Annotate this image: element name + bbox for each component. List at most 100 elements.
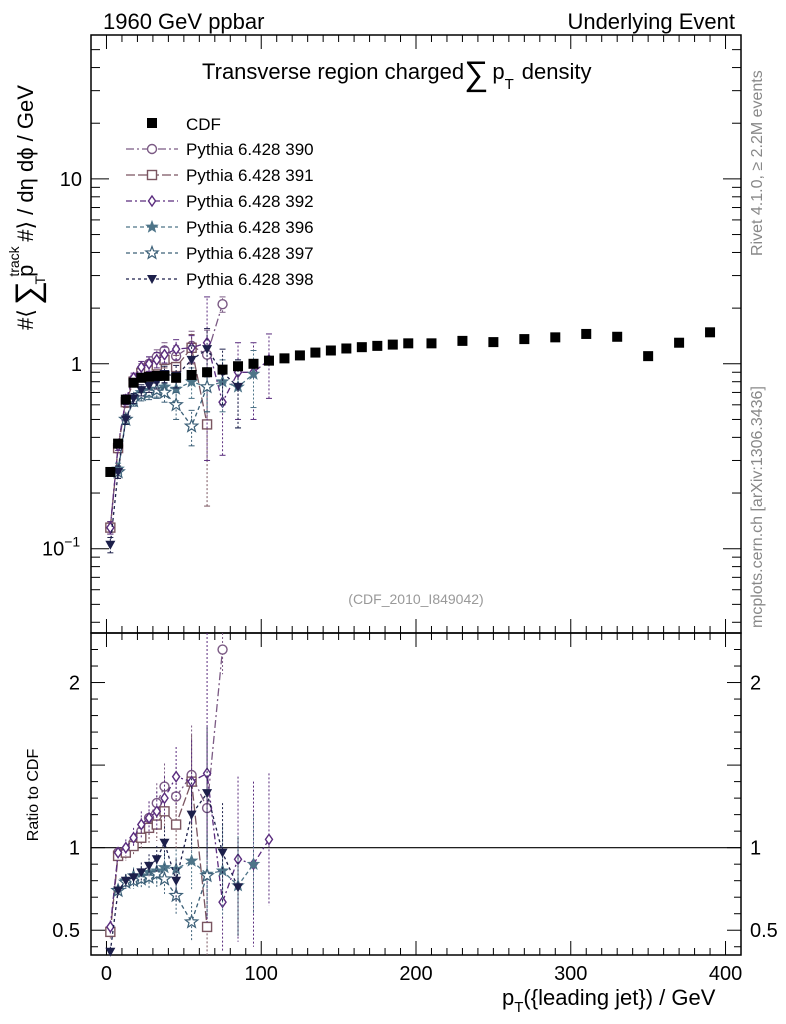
y-tick-label: 10 xyxy=(60,169,82,191)
y-tick-label: 1 xyxy=(71,354,82,376)
ratio-point-397 xyxy=(183,913,200,929)
chart-title-suffix: density xyxy=(522,59,592,84)
data-point-392 xyxy=(136,360,146,374)
ratio-point-392 xyxy=(202,767,212,780)
x-tick-label: 200 xyxy=(399,963,432,985)
ratio-point-398 xyxy=(105,947,116,957)
y-tick-label: 10−1 xyxy=(42,534,80,561)
legend-label-398: Pythia 6.428 398 xyxy=(186,270,314,289)
ratio-point-398 xyxy=(113,886,124,896)
ratio-tick-label-right: 0.5 xyxy=(750,920,778,942)
ratio-y-axis-label: Ratio to CDF xyxy=(25,749,42,842)
data-point-396 xyxy=(169,381,183,395)
x-tick-label: 400 xyxy=(709,963,742,985)
data-point-cdf xyxy=(612,331,623,342)
ratio-point-397 xyxy=(156,870,173,886)
series-line-397 xyxy=(117,386,208,473)
data-point-cdf xyxy=(279,353,290,364)
data-point-397 xyxy=(168,396,184,412)
data-point-cdf xyxy=(217,364,228,375)
ratio-point-392 xyxy=(136,818,146,831)
ratio-point-398 xyxy=(217,848,228,858)
data-point-cdf xyxy=(186,369,197,380)
data-point-397 xyxy=(183,417,200,433)
chart-title-sigma: ∑ xyxy=(464,55,488,93)
y-axis-label-sigma: ∑ xyxy=(9,281,47,305)
data-point-cdf xyxy=(128,377,139,388)
chart-title-prefix: Transverse region charged xyxy=(202,59,464,84)
ratio-tick-label: 0.5 xyxy=(52,920,80,942)
data-point-cdf xyxy=(202,367,213,378)
ratio-layer xyxy=(91,633,741,957)
chart-title: Transverse region charged∑ pTdensity xyxy=(202,55,592,93)
data-point-cdf xyxy=(372,340,383,351)
ratio-line-392 xyxy=(109,772,270,927)
data-point-392 xyxy=(160,348,169,361)
ratio-point-396 xyxy=(184,853,199,867)
data-point-398 xyxy=(128,394,139,404)
y-axis-label-close: #⟩ / dη dϕ / GeV xyxy=(13,85,38,242)
data-point-cdf xyxy=(488,337,499,348)
ratio-point-397 xyxy=(199,867,215,883)
data-point-390 xyxy=(217,299,228,310)
legend-marker-397 xyxy=(144,244,160,260)
data-point-cdf xyxy=(341,343,352,354)
data-point-392 xyxy=(152,353,162,367)
legend-label-397: Pythia 6.428 397 xyxy=(186,244,314,263)
ratio-point-398 xyxy=(128,873,139,883)
rivet-version-note: Rivet 4.1.0, ≥ 2.2M events xyxy=(749,70,766,256)
ratio-point-392 xyxy=(129,831,138,844)
ratio-point-398 xyxy=(136,868,147,878)
ratio-tick-label: 2 xyxy=(69,673,80,695)
data-point-cdf xyxy=(550,332,561,343)
x-tick-label: 100 xyxy=(245,963,278,985)
ratio-point-392 xyxy=(152,805,162,818)
data-point-cdf xyxy=(105,466,116,477)
data-point-cdf xyxy=(294,350,305,361)
data-point-398 xyxy=(202,345,213,355)
data-point-cdf xyxy=(144,371,155,382)
data-point-392 xyxy=(171,342,181,356)
ratio-tick-label-right: 1 xyxy=(750,838,761,860)
x-axis-label: pT({leading jet}) / GeV xyxy=(502,985,716,1016)
data-point-cdf xyxy=(171,372,182,383)
data-point-cdf xyxy=(113,438,124,449)
data-point-398 xyxy=(144,381,155,391)
data-point-cdf xyxy=(310,347,321,358)
x-axis-label-p: p xyxy=(502,985,514,1010)
data-point-cdf xyxy=(403,338,414,349)
y-tick-label-base: 10 xyxy=(42,539,64,561)
mcplots-note: mcplots.cern.ch [arXiv:1306.3436] xyxy=(749,386,766,628)
data-point-cdf xyxy=(643,351,654,362)
x-axis-label-rest: ({leading jet}) / GeV xyxy=(523,985,715,1010)
data-point-cdf xyxy=(426,338,437,349)
legend-label-392: Pythia 6.428 392 xyxy=(186,192,314,211)
ratio-tick-label: 1 xyxy=(69,838,80,860)
data-point-cdf xyxy=(233,361,244,372)
data-point-398 xyxy=(136,386,147,396)
legend-marker-392 xyxy=(147,194,157,208)
ratio-point-398 xyxy=(120,876,131,886)
legend-marker-cdf xyxy=(147,118,157,128)
legend-marker-391 xyxy=(146,169,158,181)
legend: CDF Pythia 6.428 390 Pythia 6.428 391 Pythi… xyxy=(126,115,314,289)
legend-label-396: Pythia 6.428 396 xyxy=(186,218,314,237)
ratio-point-398 xyxy=(233,883,244,893)
y-axis-label-sub: T xyxy=(32,275,48,284)
data-point-cdf xyxy=(387,339,398,350)
analysis-tag: (CDF_2010_I849042) xyxy=(348,591,483,607)
ratio-point-396 xyxy=(215,863,230,877)
ratio-tick-label-right: 2 xyxy=(750,673,761,695)
data-point-398 xyxy=(186,355,197,365)
ratio-point-397 xyxy=(148,865,165,881)
main-layer xyxy=(105,296,716,554)
x-axis-label-sub: T xyxy=(514,999,523,1016)
y-axis-label: #⟨ ∑ ptrack T #⟩ / dη dϕ / GeV xyxy=(6,85,48,330)
header-left: 1960 GeV ppbar xyxy=(103,9,264,34)
ratio-point-398 xyxy=(186,810,197,820)
data-point-cdf xyxy=(519,334,530,345)
ratio-point-398 xyxy=(144,861,155,871)
data-point-cdf xyxy=(325,345,336,356)
legend-label-390: Pythia 6.428 390 xyxy=(186,140,314,159)
